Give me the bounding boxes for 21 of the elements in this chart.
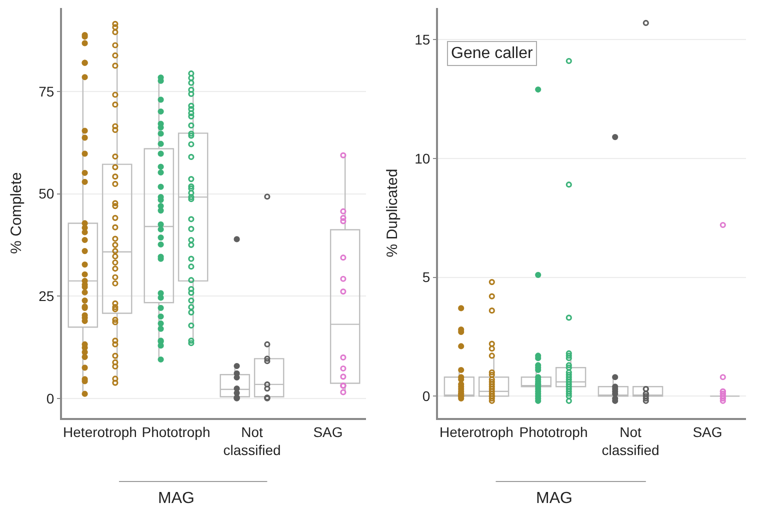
x-tick-label: SAG xyxy=(313,424,343,440)
y-axis-title: % Complete xyxy=(8,172,25,254)
y-tick-label: 5 xyxy=(422,269,430,286)
y-tick-label: 75 xyxy=(38,83,54,100)
x-tick-label: Heterotroph xyxy=(440,424,514,440)
y-tick-label: 15 xyxy=(414,32,430,48)
x-tick-label: Phototroph xyxy=(142,424,210,440)
y-tick-label: 25 xyxy=(38,288,54,304)
y-axis-title: % Duplicated xyxy=(384,168,401,258)
text: MAG xyxy=(536,490,572,507)
legend-title: Gene caller xyxy=(451,45,534,62)
text: MAG xyxy=(158,490,194,507)
x-tick-label: Heterotroph xyxy=(63,424,137,440)
x-tick-label: Not classified xyxy=(223,424,281,458)
x-tick-label: Not classified xyxy=(602,424,660,458)
y-tick-label: 0 xyxy=(422,388,430,404)
x-tick-label: Phototroph xyxy=(519,424,588,440)
x-tick-label: SAG xyxy=(692,424,722,440)
y-tick-label: 50 xyxy=(38,186,54,202)
y-tick-label: 0 xyxy=(46,390,54,406)
y-tick-label: 10 xyxy=(414,150,430,166)
